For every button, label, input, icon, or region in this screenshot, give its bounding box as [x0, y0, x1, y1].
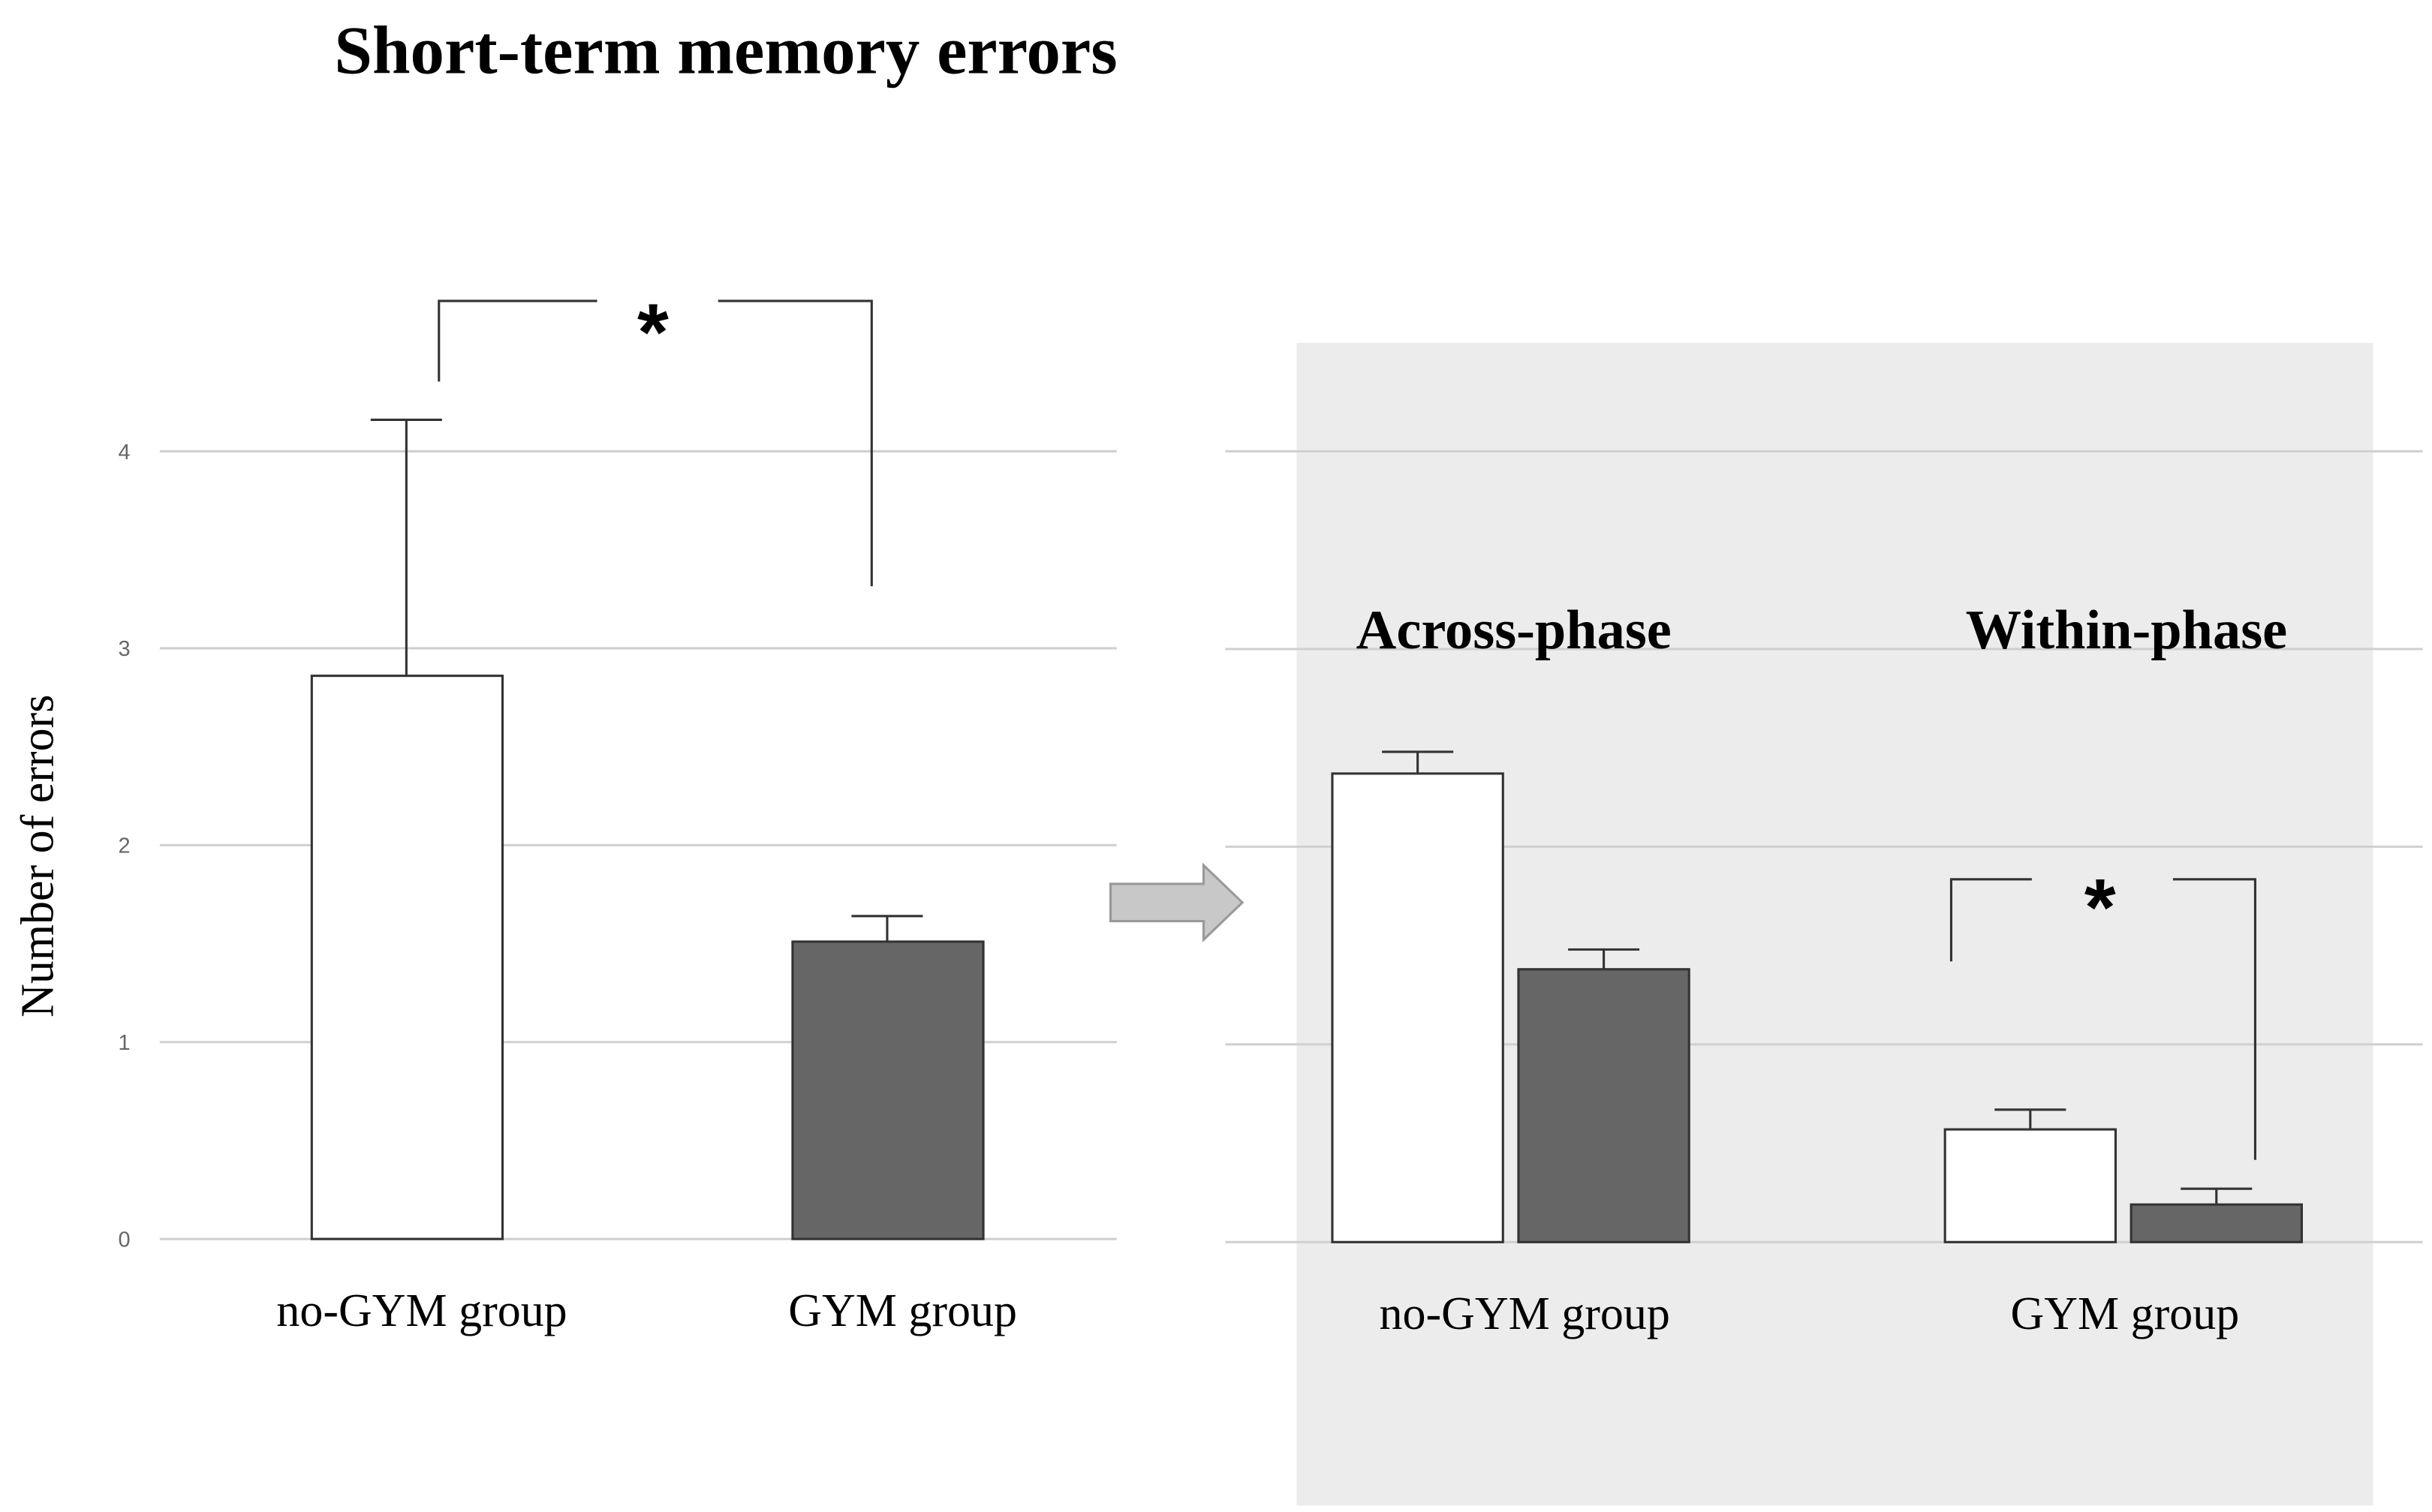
error-bar [851, 915, 923, 942]
significance-marker: * [637, 287, 669, 377]
group-title: Within-phase [1966, 600, 2288, 661]
error-bar [370, 418, 442, 676]
y-axis-label: Number of errors [12, 695, 63, 1018]
error-bar [1568, 948, 1640, 969]
x-tick-label: GYM group [788, 1285, 1017, 1336]
bar [791, 940, 985, 1240]
y-tick-label: 1 [118, 1031, 130, 1055]
x-tick-label: GYM group [2011, 1288, 2240, 1339]
y-tick-label: 3 [118, 637, 130, 661]
significance-bracket [1949, 878, 2256, 1160]
y-tick-label: 4 [118, 440, 130, 464]
significance-marker: * [2084, 862, 2116, 952]
chart-title: Short-term memory errors [334, 12, 1117, 88]
bar [1331, 772, 1504, 1243]
error-bar [1382, 750, 1454, 774]
arrow [1109, 862, 1245, 942]
bar [1517, 968, 1690, 1243]
bar [1943, 1128, 2117, 1243]
x-tick-label: no-GYM group [276, 1285, 567, 1336]
bar [2130, 1203, 2303, 1243]
group-title: Across-phase [1356, 600, 1672, 661]
error-bar [1994, 1108, 2066, 1130]
y-tick-label: 2 [118, 834, 130, 858]
bar [310, 675, 504, 1240]
y-tick-label: 0 [118, 1228, 130, 1252]
significance-bracket [438, 299, 873, 587]
x-tick-label: no-GYM group [1380, 1288, 1670, 1339]
error-bar [2181, 1187, 2253, 1205]
